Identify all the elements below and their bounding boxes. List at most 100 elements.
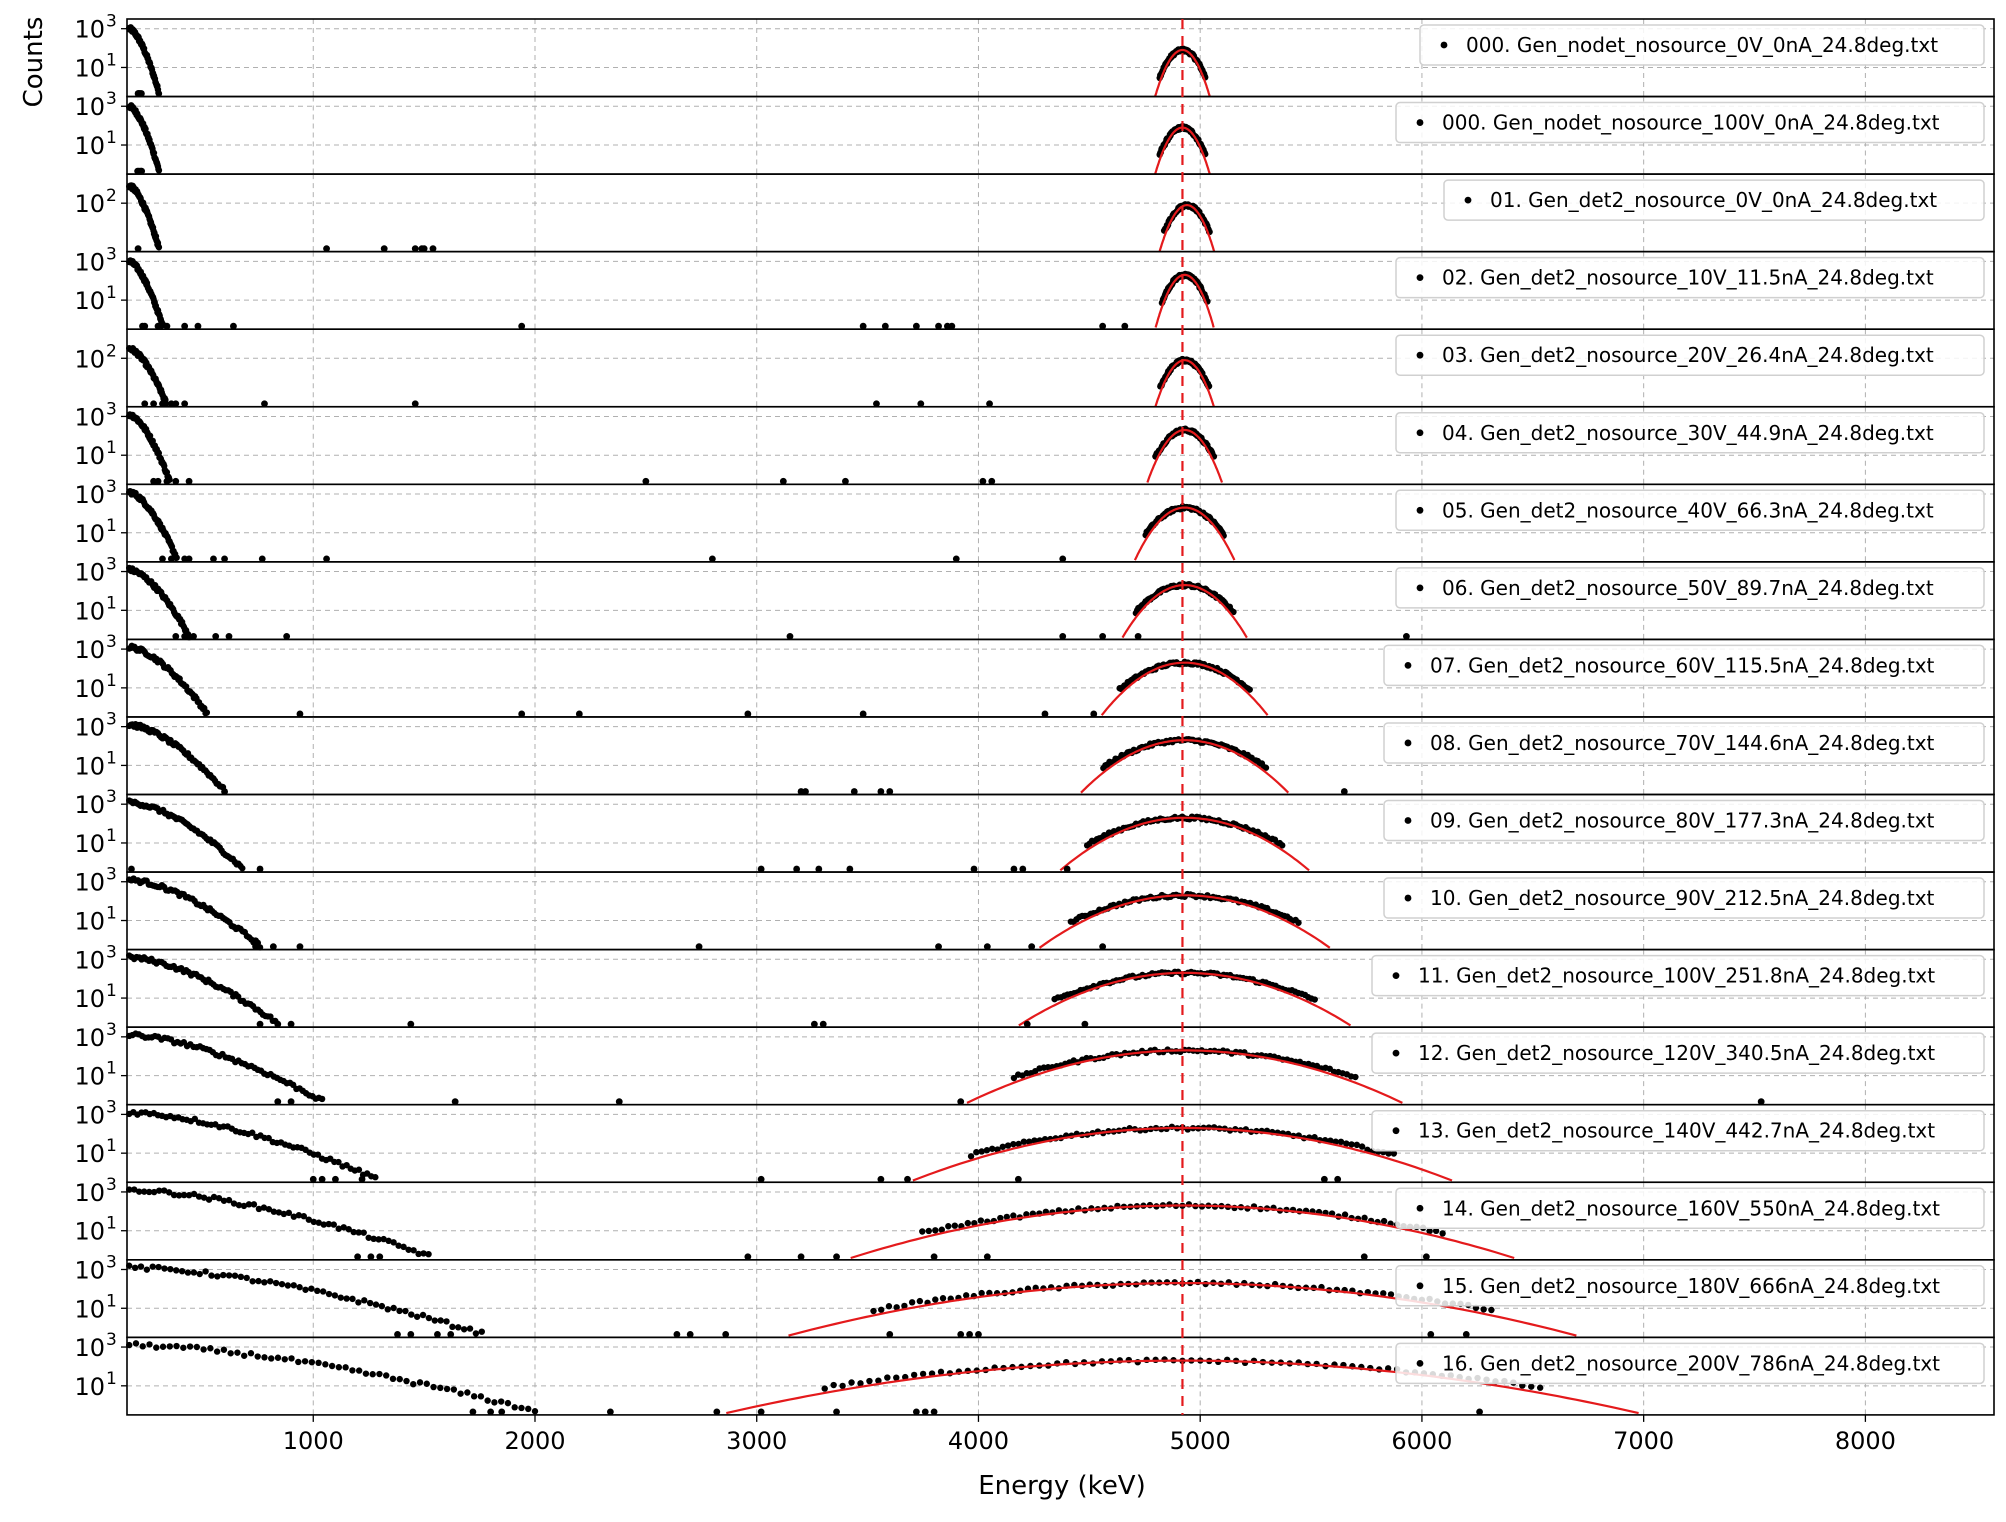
legend-marker [1416,119,1424,126]
data-point [335,1225,342,1232]
y-tick-exponent: 2 [106,341,117,361]
legend: 14. Gen_det2_nosource_160V_550nA_24.8deg… [1395,1187,1985,1229]
data-point [245,1201,253,1208]
data-point [150,1188,158,1196]
legend-label: 08. Gen_det2_nosource_70V_144.6nA_24.8de… [1430,731,1935,755]
panel-4: 10 2 03. Gen_det2_nosource_20V_26.4nA_24.8… [74,328,1995,408]
stray-points [274,1098,1765,1106]
data-point [389,1375,397,1383]
data-point [296,1284,303,1291]
data-point [265,1134,272,1142]
stray-points [141,400,993,408]
legend-marker [1440,41,1448,49]
data-point [1031,1137,1038,1144]
data-point [350,1228,357,1236]
data-point [450,1386,458,1393]
data-point [185,1192,193,1199]
data-point [986,400,993,408]
data-point [757,1175,765,1183]
legend-marker [1416,1359,1424,1367]
peak-points [1160,201,1213,236]
noise-points [126,642,211,717]
data-point [531,1408,539,1415]
data-point [310,1218,318,1226]
y-tick-label: 10 [74,791,105,819]
y-tick-label: 10 [74,1063,105,1091]
legend-marker [1404,739,1412,747]
data-point [154,477,162,485]
data-point [708,555,716,563]
data-point [962,1292,970,1299]
legend-box [1395,1187,1985,1229]
y-tick-label: 10 [74,1218,105,1246]
data-point [1387,1291,1395,1298]
data-point [1358,1143,1366,1150]
data-point [921,1408,929,1416]
data-point [1010,1140,1017,1148]
data-point [1320,1175,1328,1183]
data-point [1353,1141,1361,1149]
data-point [1426,1227,1433,1235]
data-point [877,788,885,795]
data-point [1041,710,1049,718]
noise-points [126,102,163,174]
legend-box [1395,256,1985,299]
data-point [410,1380,417,1388]
data-point [167,1265,174,1273]
data-point [170,1191,178,1199]
y-tick-exponent: 1 [106,671,117,691]
y-tick-exponent: 3 [106,1330,117,1350]
data-point [181,400,189,408]
legend-marker [1416,1204,1424,1212]
data-point [877,1175,885,1183]
data-point [1439,1230,1446,1237]
panel-0: 10 310 1000. Gen_nodet_nosource_0V_0nA_24.… [74,12,1995,98]
data-point [274,1098,282,1106]
data-point [235,1201,243,1209]
legend-box [1443,179,1985,221]
data-point [378,1302,386,1310]
data-point [195,1193,203,1200]
legend-box [1383,722,1985,764]
y-tick-exponent: 3 [106,399,117,419]
panel-15: 10 310 114. Gen_det2_nosource_160V_550nA_2… [74,1175,1995,1261]
data-point [1246,686,1253,693]
data-point [318,1175,326,1183]
data-point [172,477,180,485]
data-point [190,1190,198,1198]
legend-label: 05. Gen_det2_nosource_40V_66.3nA_24.8deg… [1442,498,1934,522]
data-point [819,1020,827,1028]
data-point [161,1265,168,1272]
data-point [325,1220,332,1228]
data-point [511,1404,518,1411]
y-tick-label: 10 [74,636,105,664]
data-point [1488,1306,1495,1314]
y-tick-exponent: 3 [106,12,117,32]
data-point [200,1346,207,1353]
data-point [830,1381,837,1389]
legend-marker [1404,662,1412,669]
data-point [957,1330,965,1338]
panel-6: 10 310 105. Gen_det2_nosource_40V_66.3nA_2… [74,477,1995,563]
data-point [407,1330,415,1338]
legend-box [1395,567,1985,609]
data-point [390,1304,397,1312]
y-tick-exponent: 1 [106,826,117,846]
data-point [999,1143,1006,1150]
data-point [323,555,330,563]
legend: 15. Gen_det2_nosource_180V_666nA_24.8deg… [1395,1265,1985,1307]
fit-curve [1121,584,1248,639]
data-point [935,322,942,330]
legend-marker [1392,1049,1400,1057]
data-point [1311,1134,1318,1141]
y-tick-exponent: 3 [106,1175,117,1195]
data-point [908,1299,916,1306]
legend: 08. Gen_det2_nosource_70V_144.6nA_24.8de… [1383,722,1985,764]
y-tick-exponent: 3 [106,632,117,652]
data-point [447,1330,455,1338]
legend-label: 03. Gen_det2_nosource_20V_26.4nA_24.8deg… [1442,343,1934,367]
data-point [1476,1408,1483,1416]
y-tick-exponent: 1 [106,438,117,458]
data-point [925,1227,932,1235]
data-point [642,477,650,485]
